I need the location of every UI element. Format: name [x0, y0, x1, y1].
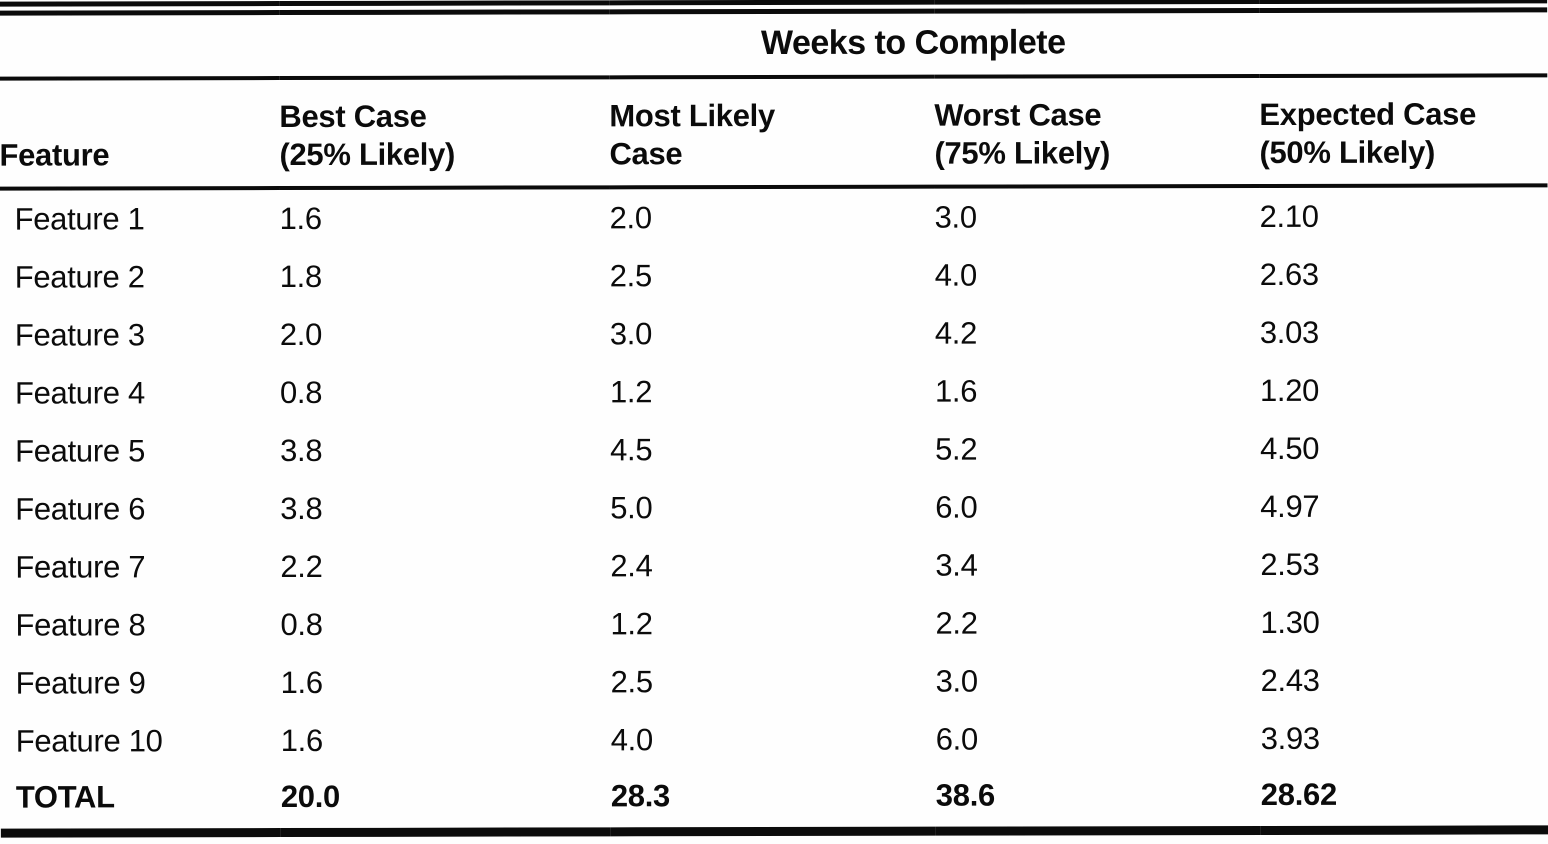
feature-cell: Feature 7: [15, 549, 146, 585]
expected-case-cell: 3.93: [1260, 720, 1320, 756]
best-case-cell: 1.8: [279, 258, 322, 295]
table-row: Feature 9 1.6 2.5 3.0 2.43: [0, 651, 1548, 712]
table-row: Feature 4 0.8 1.2 1.6 1.20: [0, 361, 1548, 422]
table-row: Feature 3 2.0 3.0 4.2 3.03: [0, 303, 1548, 364]
best-case-cell: 1.6: [280, 722, 323, 759]
header-worst-line2: (75% Likely): [934, 135, 1111, 171]
most-likely-cell: 2.4: [610, 548, 653, 584]
feature-cell: Feature 2: [14, 259, 145, 295]
most-likely-cell: 5.0: [610, 490, 653, 526]
expected-case-cell: 1.20: [1259, 372, 1320, 408]
feature-cell: Feature 9: [15, 665, 146, 701]
most-likely-cell: 2.0: [609, 200, 652, 236]
expected-case-cell: 4.50: [1260, 430, 1320, 466]
expected-case-cell: 2.53: [1260, 546, 1320, 582]
column-header-expected-case: Expected Case (50% Likely): [1259, 75, 1548, 186]
worst-case-cell: 6.0: [935, 489, 978, 525]
header-expected-line1: Expected Case: [1259, 96, 1477, 133]
worst-case-cell: 4.0: [934, 257, 977, 293]
best-case-cell: 2.2: [280, 548, 323, 585]
most-likely-cell: 4.5: [610, 432, 653, 468]
expected-case-cell: 4.97: [1260, 488, 1320, 524]
feature-cell: Feature 1: [14, 201, 145, 237]
best-case-cell: 1.6: [279, 200, 322, 237]
feature-cell: Feature 8: [15, 607, 146, 643]
best-case-cell: 1.6: [280, 664, 323, 701]
worst-case-cell: 6.0: [935, 721, 978, 757]
header-worst-line1: Worst Case: [934, 97, 1102, 134]
expected-case-cell: 2.43: [1260, 662, 1320, 698]
most-likely-cell: 1.2: [610, 606, 653, 642]
expected-case-cell: 2.63: [1259, 256, 1319, 292]
header-likely-line2: Case: [609, 136, 683, 172]
title-spacer-cell: [0, 8, 280, 79]
feature-cell: Feature 3: [14, 317, 145, 353]
table-row: Feature 2 1.8 2.5 4.0 2.63: [0, 245, 1548, 306]
table-row: Feature 10 1.6 4.0 6.0 3.93: [1, 709, 1548, 770]
most-likely-cell: 3.0: [609, 316, 653, 352]
feature-cell: Feature 5: [15, 433, 146, 469]
table-title-row: Weeks to Complete: [0, 5, 1548, 79]
total-worst-case-cell: 38.6: [935, 777, 995, 813]
table-row: Feature 7 2.2 2.4 3.4 2.53: [0, 535, 1548, 596]
header-likely-line1: Most Likely: [609, 98, 775, 134]
best-case-cell: 0.8: [280, 606, 323, 643]
best-case-cell: 3.8: [280, 432, 323, 469]
total-row: TOTAL 20.0 28.3 38.6 28.62: [1, 767, 1548, 833]
column-header-worst-case: Worst Case (75% Likely): [934, 75, 1260, 187]
feature-cell: Feature 6: [15, 491, 146, 527]
most-likely-cell: 1.2: [609, 374, 653, 410]
column-header-most-likely: Most Likely Case: [609, 76, 935, 188]
worst-case-cell: 1.6: [934, 373, 978, 409]
column-header-row: Feature Best Case (25% Likely) Most Like…: [0, 75, 1548, 189]
total-best-case-cell: 20.0: [280, 778, 340, 815]
table-row: Feature 1 1.6 2.0 3.0 2.10: [0, 185, 1548, 248]
feature-cell: Feature 10: [15, 723, 163, 759]
worst-case-cell: 2.2: [935, 605, 978, 641]
header-best-line1: Best Case: [279, 99, 427, 135]
table-row: Feature 5 3.8 4.5 5.2 4.50: [0, 419, 1548, 480]
worst-case-cell: 5.2: [935, 431, 978, 467]
total-most-likely-cell: 28.3: [610, 778, 670, 814]
most-likely-cell: 2.5: [609, 258, 652, 294]
expected-case-cell: 3.03: [1259, 314, 1319, 350]
best-case-cell: 0.8: [279, 374, 323, 411]
expected-case-cell: 1.30: [1260, 604, 1320, 640]
expected-case-cell: 2.10: [1259, 198, 1319, 234]
table-title: Weeks to Complete: [279, 5, 1548, 79]
worst-case-cell: 3.0: [935, 663, 978, 699]
best-case-cell: 3.8: [280, 490, 323, 527]
total-label-cell: TOTAL: [15, 779, 115, 815]
header-best-line2: (25% Likely): [279, 136, 456, 173]
total-expected-case-cell: 28.62: [1260, 776, 1337, 812]
worst-case-cell: 3.0: [934, 199, 977, 235]
worst-case-cell: 3.4: [935, 547, 978, 583]
column-header-feature: Feature: [0, 78, 280, 189]
feature-cell: Feature 4: [14, 375, 145, 411]
table-row: Feature 8 0.8 1.2 2.2 1.30: [0, 593, 1548, 654]
worst-case-cell: 4.2: [934, 315, 978, 351]
most-likely-cell: 2.5: [610, 664, 653, 700]
most-likely-cell: 4.0: [610, 722, 653, 758]
best-case-cell: 2.0: [279, 316, 323, 353]
column-header-best-case: Best Case (25% Likely): [279, 77, 610, 189]
table-row: Feature 6 3.8 5.0 6.0 4.97: [0, 477, 1548, 538]
header-expected-line2: (50% Likely): [1259, 134, 1436, 171]
column-header-feature-label: Feature: [0, 137, 110, 173]
